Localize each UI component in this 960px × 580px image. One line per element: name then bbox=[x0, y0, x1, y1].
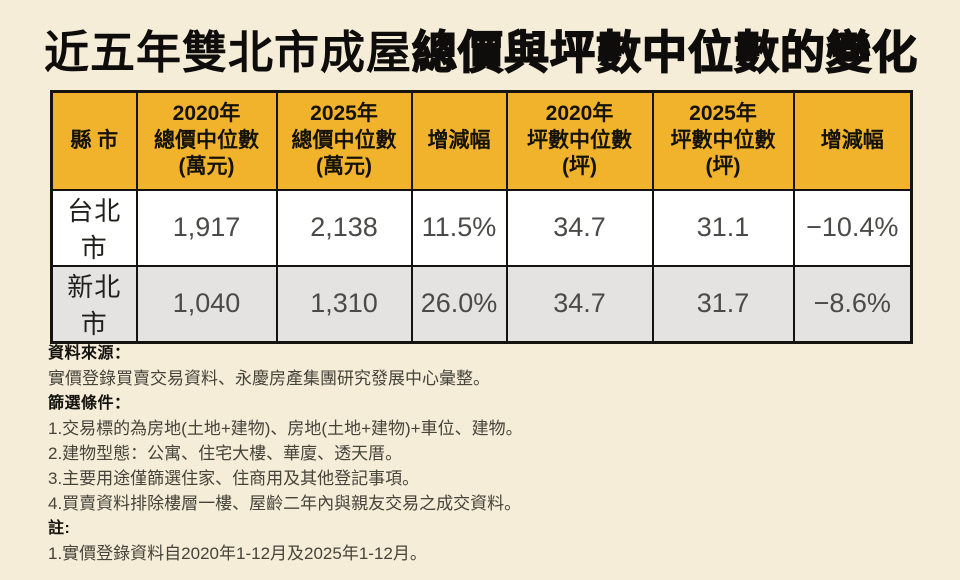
cell-area-change: −8.6% bbox=[792, 264, 913, 343]
cell-price-2020: 1,917 bbox=[135, 188, 278, 267]
cell-city: 新北市 bbox=[50, 264, 138, 343]
filter-item-3: 3.主要用途僅篩選住家、住商用及其他登記事項。 bbox=[48, 469, 420, 488]
title-part1: 近五年雙北市成屋 bbox=[44, 27, 413, 78]
note-item-1: 1.實價登錄資料自2020年1-12月及2025年1-12月。 bbox=[48, 544, 427, 563]
col-header-area-2025: 2025年 坪數中位數 (坪) bbox=[651, 90, 795, 191]
cell-area-2025: 31.1 bbox=[651, 188, 795, 267]
col-header-area-change: 增減幅 bbox=[792, 90, 913, 191]
table-row-taipei: 台北市 1,917 2,138 11.5% 34.7 31.1 −10.4% bbox=[50, 188, 913, 267]
col-header-area-2020: 2020年 坪數中位數 (坪) bbox=[505, 90, 654, 191]
cell-area-2020: 34.7 bbox=[505, 264, 654, 343]
table-row-new-taipei: 新北市 1,040 1,310 26.0% 34.7 31.7 −8.6% bbox=[50, 264, 913, 343]
filter-item-4: 4.買賣資料排除樓層一樓、屋齡二年內與親友交易之成交資料。 bbox=[48, 494, 522, 513]
cell-city: 台北市 bbox=[50, 188, 138, 267]
filter-label: 篩選條件： bbox=[48, 395, 131, 412]
cell-price-2020: 1,040 bbox=[135, 264, 278, 343]
page-title: 近五年雙北市成屋總價與坪數中位數的變化 bbox=[44, 16, 918, 81]
table-header-row: 縣 市 2020年 總價中位數 (萬元) 2025年 總價中位數 (萬元) 增減… bbox=[50, 90, 913, 191]
source-label: 資料來源： bbox=[48, 345, 131, 362]
filter-item-1: 1.交易標的為房地(土地+建物)、房地(土地+建物)+車位、建物。 bbox=[48, 419, 523, 438]
cell-price-2025: 1,310 bbox=[275, 264, 413, 343]
col-header-price-change: 增減幅 bbox=[410, 90, 508, 191]
cell-area-2020: 34.7 bbox=[505, 188, 654, 267]
cell-price-change: 26.0% bbox=[410, 264, 508, 343]
title-part2: 總價與坪數中位數的變化 bbox=[411, 26, 919, 79]
note-label: 註: bbox=[48, 520, 71, 537]
filter-item-2: 2.建物型態：公寓、住宅大樓、華廈、透天厝。 bbox=[48, 444, 403, 463]
cell-area-change: −10.4% bbox=[792, 188, 913, 267]
col-header-price-2020: 2020年 總價中位數 (萬元) bbox=[135, 90, 278, 191]
col-header-price-2025: 2025年 總價中位數 (萬元) bbox=[275, 90, 413, 191]
cell-price-change: 11.5% bbox=[410, 188, 508, 267]
cell-area-2025: 31.7 bbox=[651, 264, 795, 343]
notes-section: 資料來源： 實價登錄買賣交易資料、永慶房產集團研究發展中心彙整。 篩選條件： 1… bbox=[48, 341, 523, 566]
cell-price-2025: 2,138 bbox=[275, 188, 413, 267]
col-header-city: 縣 市 bbox=[50, 90, 138, 191]
median-price-area-table: 縣 市 2020年 總價中位數 (萬元) 2025年 總價中位數 (萬元) 增減… bbox=[50, 90, 913, 344]
source-text: 實價登錄買賣交易資料、永慶房產集團研究發展中心彙整。 bbox=[48, 369, 490, 388]
